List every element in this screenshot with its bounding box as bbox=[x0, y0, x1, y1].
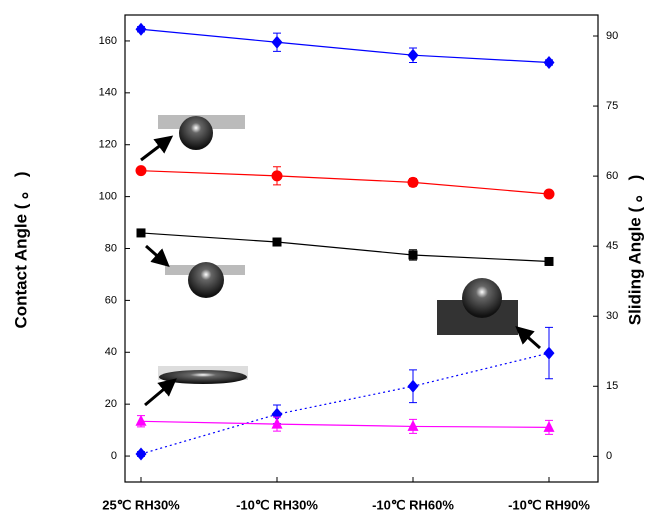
data-point bbox=[135, 414, 147, 426]
y2-tick-label: 45 bbox=[606, 240, 618, 252]
data-point bbox=[271, 35, 283, 49]
y2-tick-label: 30 bbox=[606, 310, 618, 322]
data-point bbox=[408, 250, 418, 260]
data-point bbox=[271, 170, 283, 182]
x-tick-label: -10℃ RH90% bbox=[508, 497, 590, 512]
data-point bbox=[543, 55, 555, 69]
data-point bbox=[543, 420, 555, 432]
plot-frame bbox=[124, 14, 599, 483]
series-line bbox=[140, 170, 550, 195]
data-point bbox=[543, 346, 555, 360]
data-point bbox=[407, 176, 419, 188]
y-tick-label: 160 bbox=[99, 35, 117, 47]
y-tick-label: 100 bbox=[99, 191, 117, 203]
y-axis-title: Contact Angle ( 。 ) bbox=[11, 171, 30, 328]
data-point bbox=[271, 417, 283, 429]
data-point bbox=[407, 379, 419, 393]
series-line bbox=[140, 28, 550, 64]
series-line bbox=[140, 420, 550, 428]
data-point bbox=[543, 188, 555, 200]
y2-tick-label: 60 bbox=[606, 170, 618, 182]
x-tick-label: 25℃ RH30% bbox=[102, 497, 180, 512]
data-point bbox=[407, 419, 419, 431]
data-point bbox=[135, 22, 147, 36]
y2-tick-label: 15 bbox=[606, 380, 618, 392]
data-point bbox=[135, 165, 147, 177]
series-line bbox=[140, 352, 550, 455]
y2-tick-label: 0 bbox=[606, 450, 612, 462]
data-point bbox=[544, 256, 554, 266]
y2-tick-label: 90 bbox=[606, 30, 618, 42]
y-tick-label: 40 bbox=[105, 346, 117, 358]
y-tick-label: 60 bbox=[105, 294, 117, 306]
data-point bbox=[407, 48, 419, 62]
series-line bbox=[140, 232, 550, 263]
data-point bbox=[135, 447, 147, 461]
y2-tick-label: 75 bbox=[606, 100, 618, 112]
data-point bbox=[272, 237, 282, 247]
y-tick-label: 0 bbox=[111, 450, 117, 462]
x-tick-label: -10℃ RH60% bbox=[372, 497, 454, 512]
x-tick-label: -10℃ RH30% bbox=[236, 497, 318, 512]
y2-axis-title: Sliding Angle ( 。 ) bbox=[625, 175, 644, 325]
y-tick-label: 120 bbox=[99, 139, 117, 151]
inset-images bbox=[140, 115, 541, 407]
y-tick-label: 80 bbox=[105, 242, 117, 254]
y-tick-label: 20 bbox=[105, 398, 117, 410]
data-point bbox=[136, 228, 146, 238]
y-tick-label: 140 bbox=[99, 87, 117, 99]
